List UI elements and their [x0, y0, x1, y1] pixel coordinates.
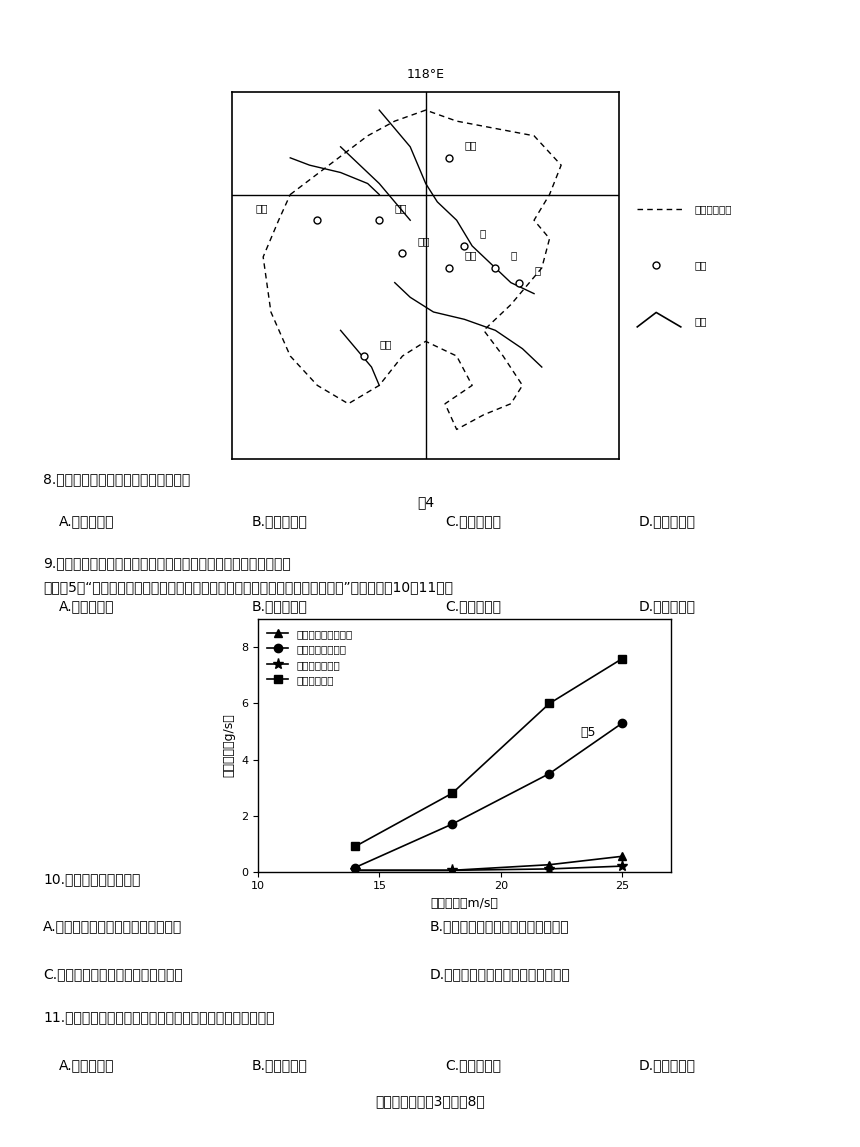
Text: B.　退耕还草会加重土壤风蚀的程度: B. 退耕还草会加重土壤风蚀的程度 [430, 920, 569, 934]
Text: 江: 江 [534, 265, 540, 275]
天然退化的草场 [544, 863, 555, 876]
天然退化的草场 [617, 859, 628, 873]
Text: 古徽州边界线: 古徽州边界线 [694, 204, 732, 214]
Text: C.　天然退化的草场抗风蚀能力较差: C. 天然退化的草场抗风蚀能力较差 [43, 968, 182, 982]
天然退化的草场 [447, 864, 458, 877]
Text: A.　等高种植: A. 等高种植 [58, 1059, 114, 1072]
Text: 休宁: 休宁 [418, 236, 431, 245]
Text: D.　马鐵薇（土豆）地风蚀情况较重: D. 马鐵薇（土豆）地风蚀情况较重 [430, 968, 571, 982]
Line: 被开墓的草场: 被开墓的草场 [351, 655, 626, 851]
Text: 黟县: 黟县 [395, 203, 408, 213]
保护性耕作的燕麦地 [617, 850, 628, 864]
Line: 马鐵薇（土豆）地: 马鐵薇（土豆）地 [351, 719, 626, 872]
Text: 安: 安 [511, 250, 517, 260]
马鐵薇（土豆）地 [617, 716, 628, 729]
Text: 图5: 图5 [580, 726, 595, 740]
马鐵薇（土豆）地 [350, 860, 360, 874]
Text: B.　河流流域: B. 河流流域 [252, 514, 308, 528]
Text: C.　土壤贫睢: C. 土壤贫睢 [445, 599, 501, 612]
Text: 城市: 城市 [694, 260, 707, 270]
Text: B.　气候湿热: B. 气候湿热 [252, 599, 308, 612]
保护性耕作的燕麦地 [544, 858, 555, 872]
Text: 8.　古徽州边界的划分依据是（　　）: 8. 古徽州边界的划分依据是（ ） [43, 473, 190, 486]
Text: 祁门: 祁门 [255, 203, 268, 213]
Text: A.　风力增大土壤风蚀速率增长趋同: A. 风力增大土壤风蚀速率增长趋同 [43, 920, 182, 934]
Text: 118°E: 118°E [407, 68, 445, 80]
Text: 新: 新 [480, 228, 486, 239]
Text: 图5为“我国农牧交错带内某典型风蚀沙化区的不同土地利用类型风蚀速率图”。读图回等10～11题。: 图5为“我国农牧交错带内某典型风蚀沙化区的不同土地利用类型风蚀速率图”。读图回等… [43, 580, 453, 594]
马鐵薇（土豆）地 [544, 766, 555, 780]
被开墓的草场 [617, 651, 628, 665]
Text: 10.　据图可知（　　）: 10. 据图可知（ ） [43, 872, 140, 885]
Text: A.　地形起伏: A. 地形起伏 [58, 599, 114, 612]
Text: A.　地域文化: A. 地域文化 [58, 514, 114, 528]
天然退化的草场 [350, 864, 360, 877]
X-axis label: 风力等级（m/s）: 风力等级（m/s） [431, 897, 498, 910]
Text: C.　留荣少耕: C. 留荣少耕 [445, 1059, 501, 1072]
Y-axis label: 风蚀速率（g/s）: 风蚀速率（g/s） [223, 713, 236, 778]
Text: 11.　最适合该风蚀沙化区使用的保护性耕作方式为（　　）: 11. 最适合该风蚀沙化区使用的保护性耕作方式为（ ） [43, 1011, 274, 1024]
Text: B.　灸水泡田: B. 灸水泡田 [252, 1059, 308, 1072]
Text: 图4: 图4 [417, 496, 434, 509]
Text: D.　深翴改土: D. 深翴改土 [639, 1059, 696, 1072]
Text: 高二地理　　第3页，共8页: 高二地理 第3页，共8页 [375, 1094, 485, 1108]
Text: C.　地形单元: C. 地形单元 [445, 514, 501, 528]
Text: 绩溪: 绩溪 [464, 140, 477, 150]
保护性耕作的燕麦地 [447, 864, 458, 877]
被开墓的草场 [447, 787, 458, 801]
Legend: 保护性耕作的燕麦地, 马鐵薇（土豆）地, 天然退化的草场, 被开墓的草场: 保护性耕作的燕麦地, 马鐵薇（土豆）地, 天然退化的草场, 被开墓的草场 [263, 625, 357, 689]
马鐵薇（土豆）地 [447, 817, 458, 830]
Text: D.　河网密布: D. 河网密布 [639, 599, 696, 612]
Line: 天然退化的草场: 天然退化的草场 [349, 860, 628, 876]
被开墓的草场 [350, 840, 360, 853]
Text: 河流: 河流 [694, 315, 707, 326]
Text: 9.　促使古徽州地区农民从事商业活动的主要自然原因是（　　）: 9. 促使古徽州地区农民从事商业活动的主要自然原因是（ ） [43, 556, 291, 570]
Text: 30°N: 30°N [627, 188, 659, 201]
被开墓的草场 [544, 696, 555, 710]
保护性耕作的燕麦地 [350, 864, 360, 877]
Text: 婺源: 婺源 [379, 338, 392, 349]
Line: 保护性耕作的燕麦地: 保护性耕作的燕麦地 [351, 852, 626, 874]
Text: 歙县: 歙县 [464, 250, 477, 260]
Text: D.　行政区划: D. 行政区划 [639, 514, 696, 528]
